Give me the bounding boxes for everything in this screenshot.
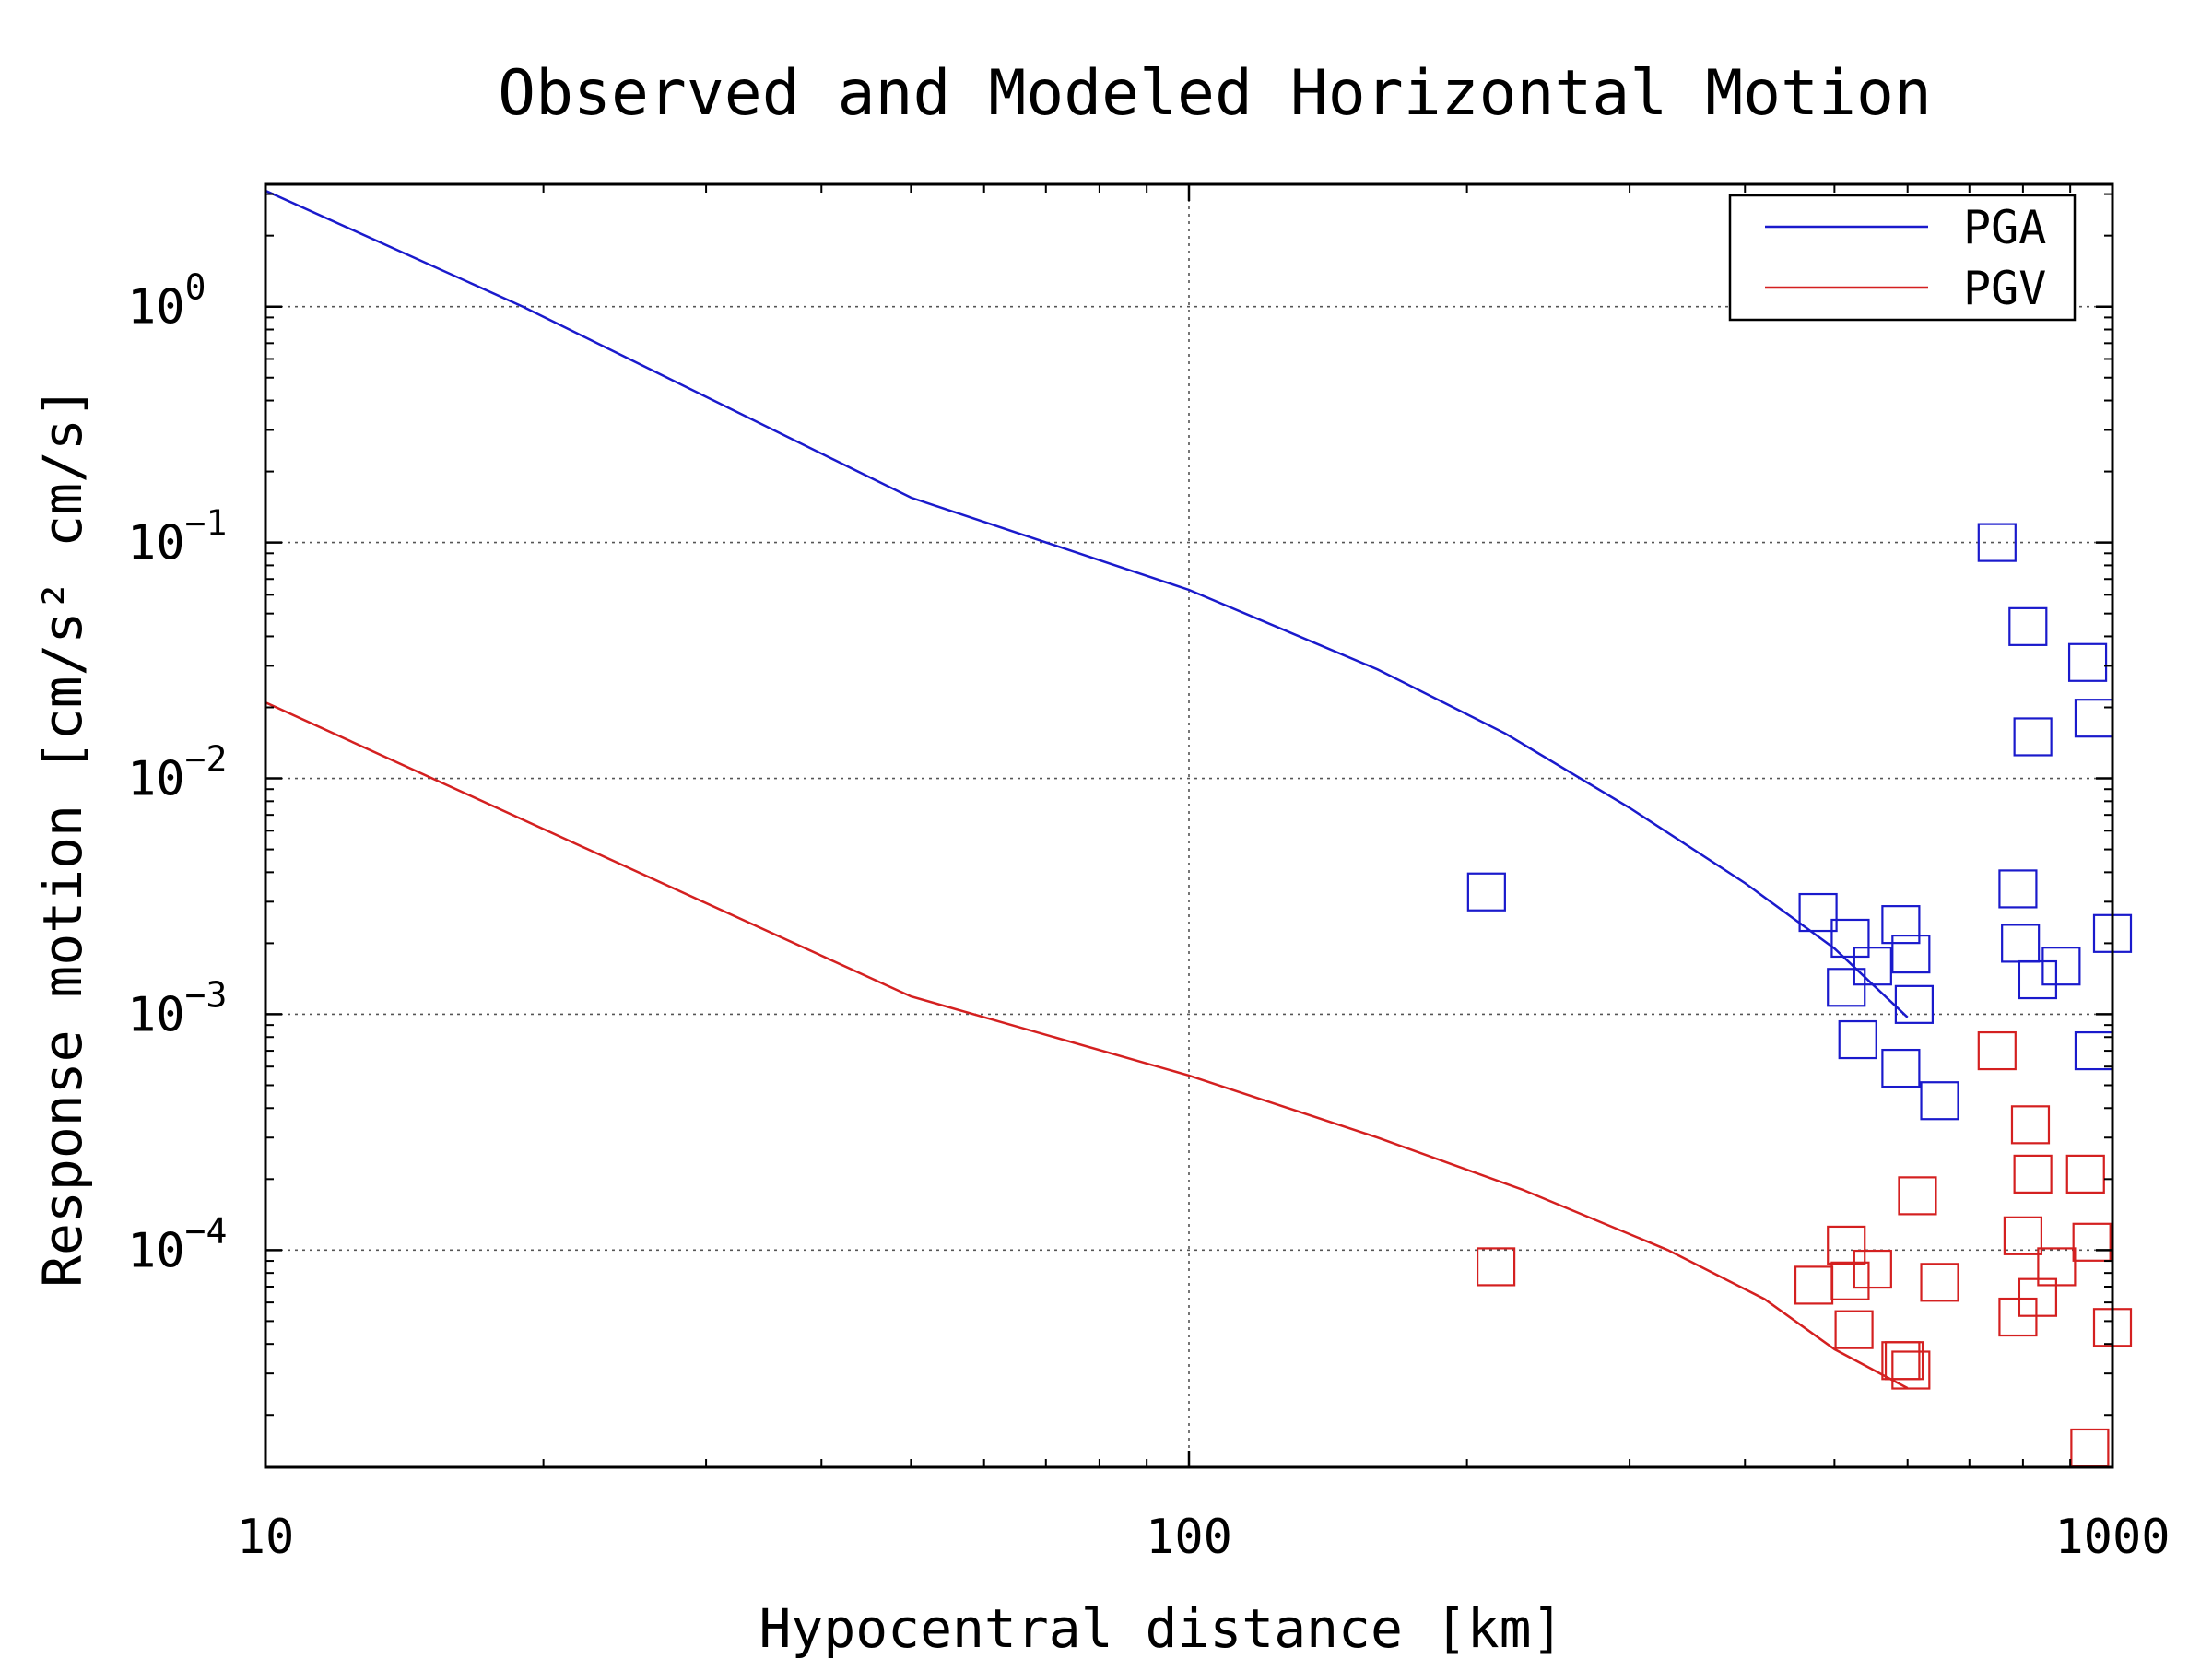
observed-point-pga bbox=[1894, 984, 1935, 1024]
chart-title: Observed and Modeled Horizontal Motion bbox=[498, 57, 1932, 130]
axis-ticks bbox=[264, 184, 2114, 1467]
plot-area bbox=[265, 189, 2133, 1467]
observed-point-pgv bbox=[2065, 1154, 2105, 1194]
observed-point-pgv bbox=[1920, 1263, 1959, 1302]
observed-point-pgv bbox=[2010, 1105, 2051, 1145]
legend-label-pga: PGA bbox=[1963, 201, 2046, 254]
y-tick-label: 100 bbox=[127, 267, 206, 335]
observed-point-pgv bbox=[1998, 1297, 2038, 1337]
x-tick-labels: 10 100 1000 bbox=[237, 1510, 2171, 1565]
x-axis-label: Hypocentral distance [km] bbox=[759, 1597, 1564, 1659]
observed-point-pgv bbox=[1891, 1350, 1931, 1390]
y-tick-label: 10−3 bbox=[127, 974, 227, 1042]
observed-point-pga bbox=[1881, 905, 1921, 945]
y-tick-label: 10−4 bbox=[127, 1210, 227, 1278]
observed-point-pgv bbox=[1881, 1341, 1921, 1381]
observed-point-pga bbox=[1998, 869, 2038, 909]
x-tick-label: 100 bbox=[1146, 1510, 1232, 1565]
y-tick-labels: 100 10−1 10−2 10−3 10−4 bbox=[127, 267, 227, 1279]
observed-point-pga bbox=[2013, 717, 2053, 757]
observed-point-pga bbox=[1827, 968, 1866, 1007]
x-tick-label: 10 bbox=[237, 1510, 295, 1565]
legend-label-pgv: PGV bbox=[1963, 262, 2046, 315]
y-tick-label: 10−1 bbox=[127, 503, 227, 571]
observed-point-pga bbox=[1891, 935, 1931, 974]
observed-point-pga bbox=[2067, 642, 2108, 682]
y-tick-label: 10−2 bbox=[127, 739, 227, 807]
grid-lines bbox=[265, 184, 2112, 1467]
observed-point-pga bbox=[2001, 924, 2041, 963]
observed-point-pgv bbox=[1830, 1261, 1870, 1300]
observed-point-pga bbox=[1920, 1081, 1959, 1121]
observed-point-pga bbox=[1466, 872, 1506, 912]
observed-point-pgv bbox=[2070, 1428, 2110, 1467]
model-line-pga bbox=[265, 189, 1909, 1018]
observed-point-pga bbox=[2018, 959, 2058, 1000]
observed-point-pgv bbox=[1477, 1247, 1516, 1287]
observed-point-pgv bbox=[1898, 1176, 1937, 1216]
observed-point-pga bbox=[2041, 947, 2081, 986]
observed-point-pgv bbox=[2013, 1154, 2053, 1194]
observed-point-pga bbox=[1853, 947, 1892, 986]
observed-point-pga bbox=[1977, 523, 2017, 562]
observed-point-pgv bbox=[1977, 1030, 2017, 1071]
model-line-pgv bbox=[265, 700, 1909, 1390]
observed-point-pgv bbox=[1827, 1225, 1866, 1265]
legend-box bbox=[1728, 194, 2077, 322]
observed-point-pga bbox=[1830, 918, 1870, 959]
observed-point-pgv bbox=[2003, 1216, 2042, 1255]
observed-point-pgv bbox=[1853, 1249, 1892, 1289]
observed-point-pga bbox=[2008, 606, 2048, 646]
observed-point-pgv bbox=[1884, 1341, 1924, 1381]
observed-point-pga bbox=[1798, 892, 1838, 933]
observed-point-pgv bbox=[1794, 1265, 1834, 1305]
observed-point-pga bbox=[1881, 1048, 1921, 1088]
observed-point-pga bbox=[1838, 1019, 1877, 1060]
observed-point-pgv bbox=[2037, 1247, 2077, 1287]
legend: PGA PGV bbox=[1728, 194, 2077, 322]
y-axis-label: Response motion [cm/s² cm/s] bbox=[31, 386, 94, 1288]
observed-point-pgv bbox=[2072, 1222, 2112, 1262]
x-tick-label: 1000 bbox=[2054, 1510, 2170, 1565]
observed-point-pgv bbox=[1834, 1310, 1874, 1349]
observed-point-pga bbox=[2074, 699, 2114, 738]
